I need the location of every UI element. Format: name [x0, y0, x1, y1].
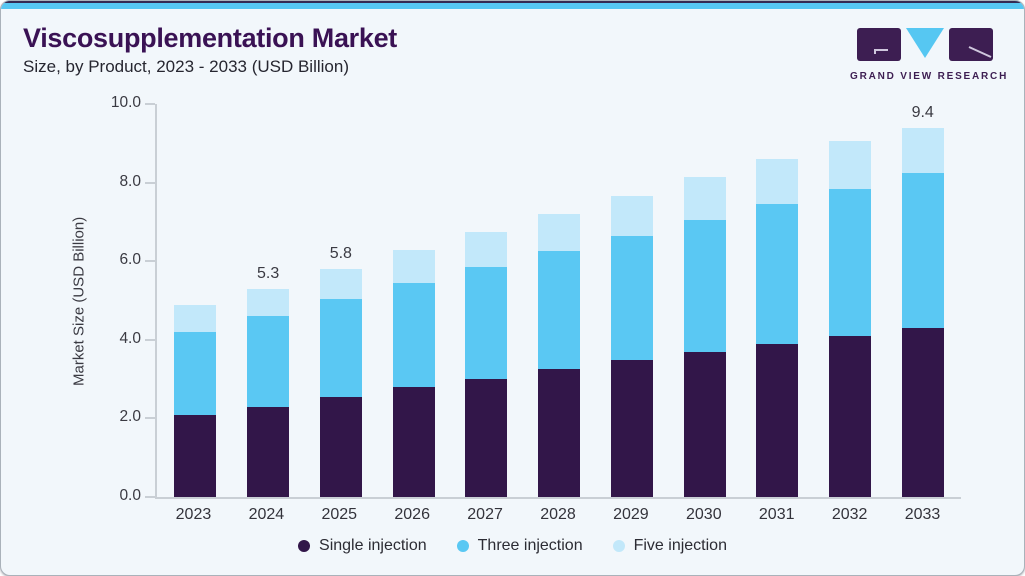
bar-segment-three-injection — [683, 219, 726, 352]
x-axis-label: 2025 — [321, 506, 358, 523]
x-axis-label: 2032 — [831, 506, 868, 523]
bar-segment-five-injection — [683, 176, 726, 220]
legend-swatch-icon — [612, 540, 625, 552]
bar-2025: 5.8 — [304, 104, 377, 497]
bar-segment-single-injection — [610, 359, 653, 497]
bar-segment-single-injection — [174, 414, 217, 497]
y-axis-tick-label: 2.0 — [119, 408, 141, 426]
bar-segment-single-injection — [538, 369, 581, 497]
legend-label: Single injection — [319, 537, 427, 554]
bar-segment-single-injection — [828, 335, 871, 497]
legend-item-five-injection: Five injection — [612, 537, 727, 555]
bar-2024: 5.3 — [232, 104, 305, 497]
bar-segment-single-injection — [756, 343, 799, 497]
bars-container: 5.3 5.8 9.4 — [157, 104, 961, 497]
bar-segment-single-injection — [683, 351, 726, 497]
x-axis-label: 2026 — [394, 506, 430, 523]
bar-value-label: 5.3 — [256, 264, 280, 282]
bar-segment-five-injection — [828, 141, 871, 189]
gvr-logo-mark — [857, 28, 993, 61]
bar-segment-single-injection — [465, 379, 508, 497]
gvr-logo-text: GRAND VIEW RESEARCH — [850, 71, 1009, 82]
y-axis-tick-label: 10.0 — [110, 94, 141, 111]
x-axis-label: 2028 — [540, 506, 576, 523]
bar-segment-three-injection — [538, 251, 581, 370]
bar-segment-three-injection — [756, 204, 799, 344]
x-axis-label: 2033 — [904, 506, 941, 523]
gvr-logo: GRAND VIEW RESEARCH — [850, 27, 1009, 82]
bar-segment-single-injection — [901, 328, 944, 497]
bar-2030 — [668, 104, 741, 497]
bar-segment-three-injection — [174, 332, 217, 415]
bar-2028 — [523, 104, 596, 497]
bar-2033: 9.4 — [886, 104, 959, 497]
legend-item-three-injection: Three injection — [456, 537, 583, 555]
bar-segment-three-injection — [319, 298, 362, 397]
bar-segment-five-injection — [538, 214, 581, 252]
bar-2029 — [595, 104, 668, 497]
plot-area: 5.3 5.8 9.4 0.0 2.0 4.0 6.0 8.0 10.0 — [111, 94, 961, 504]
y-axis-tick-label: 6.0 — [119, 251, 141, 269]
y-axis-tick — [145, 496, 155, 498]
y-axis-tick — [145, 417, 155, 420]
y-axis-tick — [145, 181, 155, 184]
y-axis-tick — [145, 103, 155, 105]
bar-2031 — [741, 104, 814, 497]
bar-segment-three-injection — [247, 316, 290, 407]
bar-segment-three-injection — [465, 267, 508, 380]
bar-2027 — [450, 104, 523, 497]
bar-segment-five-injection — [319, 269, 362, 299]
x-axis-label: 2024 — [248, 506, 285, 523]
bar-segment-three-injection — [392, 282, 435, 387]
y-axis-tick-label: 8.0 — [119, 172, 141, 190]
x-axis-label: 2023 — [175, 506, 212, 523]
bar-value-label: 9.4 — [911, 104, 934, 121]
bar-segment-five-injection — [756, 159, 799, 205]
bar-segment-five-injection — [247, 288, 290, 317]
chart-header: Viscosupplementation Market Size, by Pro… — [23, 23, 1006, 82]
x-axis-label: 2031 — [758, 506, 795, 523]
legend-label: Three injection — [477, 537, 583, 554]
bar-2023 — [159, 104, 232, 497]
x-axis-label: 2027 — [467, 506, 503, 523]
page-title: Viscosupplementation Market — [23, 23, 398, 53]
bar-2026 — [377, 104, 450, 497]
bar-2032 — [814, 104, 887, 497]
top-accent-bar — [1, 1, 1024, 9]
bar-segment-five-injection — [901, 128, 944, 174]
legend-swatch-icon — [456, 540, 469, 552]
y-axis-tick — [145, 338, 155, 341]
legend-label: Five injection — [633, 537, 727, 554]
y-axis-title: Market Size (USD Billion) — [70, 216, 88, 386]
bar-value-label: 5.8 — [329, 245, 352, 263]
bar-segment-single-injection — [319, 396, 362, 497]
bar-segment-five-injection — [465, 231, 508, 268]
y-axis-tick-label: 0.0 — [119, 487, 141, 504]
bar-segment-three-injection — [901, 173, 944, 329]
bar-segment-five-injection — [610, 196, 653, 236]
legend-item-single-injection: Single injection — [298, 537, 427, 555]
bar-segment-single-injection — [247, 406, 290, 497]
y-axis-tick — [145, 260, 155, 263]
bar-segment-single-injection — [392, 387, 435, 497]
page-subtitle: Size, by Product, 2023 - 2033 (USD Billi… — [23, 57, 349, 76]
bar-segment-three-injection — [610, 235, 653, 360]
bar-segment-five-injection — [392, 249, 435, 283]
chart-legend: Single injection Three injection Five inje… — [1, 537, 1024, 555]
bar-segment-three-injection — [828, 188, 871, 336]
legend-swatch-icon — [298, 540, 311, 552]
bar-segment-five-injection — [174, 304, 217, 332]
y-axis-tick-label: 4.0 — [119, 329, 141, 347]
x-axis-label: 2029 — [613, 506, 649, 523]
x-axis-labels: 2023 2024 2025 2026 2027 2028 2029 2030 2031 2032… — [155, 506, 961, 524]
x-axis-label: 2030 — [686, 506, 722, 523]
